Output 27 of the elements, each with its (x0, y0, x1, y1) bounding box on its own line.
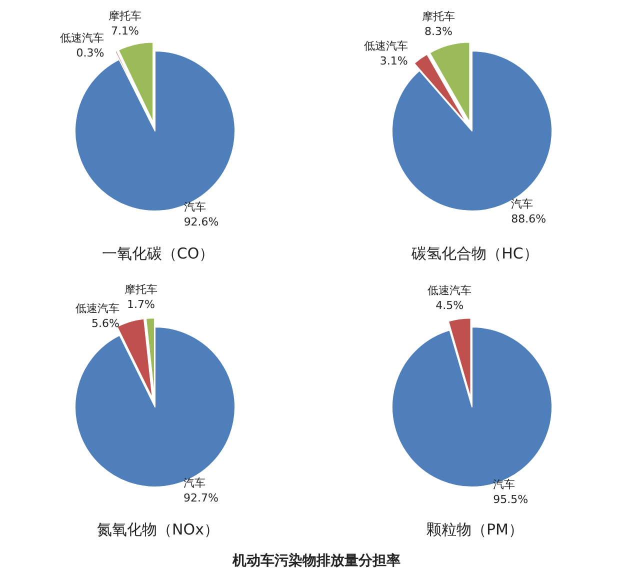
text: 氮氧化物（NOx） (97, 520, 219, 538)
slice-label: 汽车 (184, 200, 206, 214)
data-label: 5.6% (92, 316, 120, 330)
data-label: 92.7% (184, 492, 219, 505)
slice-label: 摩托车 (422, 10, 456, 24)
slice-label: 低速汽车 (428, 284, 472, 297)
data-label: 7.1% (111, 24, 139, 38)
slice-label: 低速汽车 (364, 40, 408, 53)
data-label: 8.3% (424, 25, 452, 38)
data-label: 3.1% (380, 54, 408, 68)
slice-label: 摩托车 (124, 283, 158, 296)
data-label: 4.5% (436, 298, 464, 312)
slice-label: 低速汽车 (60, 32, 104, 45)
data-label: 95.5% (493, 493, 528, 506)
text: 机动车污染物排放量分担率 (231, 552, 402, 570)
text: 一氧化碳（CO） (102, 244, 214, 262)
slice-label: 汽车 (511, 198, 534, 211)
data-label: 88.6% (511, 212, 546, 226)
slice-label: 汽车 (493, 478, 516, 492)
data-label: 0.3% (76, 46, 104, 60)
text: 碳氢化合物（HC） (410, 244, 538, 262)
data-label: 1.7% (126, 298, 155, 312)
text: 颗粒物（PM） (426, 520, 524, 538)
data-label: 92.6% (184, 216, 219, 229)
slice-label: 低速汽车 (75, 302, 120, 315)
slice-label: 摩托车 (108, 9, 142, 22)
slice-label: 汽车 (184, 476, 206, 490)
